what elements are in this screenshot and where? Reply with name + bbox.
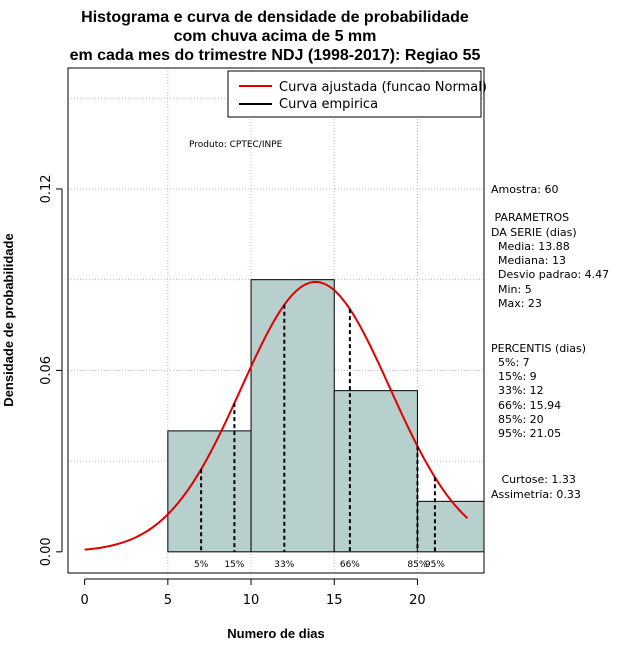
product-annotation: Produto: CPTEC/INPE [189,140,283,150]
chart-title-line-3: em cada mes do trimestre NDJ (1998-2017)… [70,47,481,64]
y-tick-label: 0.06 [39,356,54,385]
legend-box [227,70,482,118]
legend-label-normal: Curva ajustada (funcao Normal) [279,80,487,95]
stats-line-10: 15%: 9 [491,370,537,383]
stats-line-0: Amostra: 60 [491,183,558,196]
stats-line-7: Max: 23 [491,297,542,310]
plot-frame [67,67,485,574]
stats-line-2: DA SERIE (dias) [491,226,577,239]
stats-line-9: 5%: 7 [491,356,530,369]
stats-line-6: Min: 5 [491,283,532,296]
stats-line-11: 33%: 12 [491,384,544,397]
stats-line-3: Media: 13.88 [491,240,570,253]
stats-line-16: Assimetria: 0.33 [491,488,581,501]
histogram-bar-2 [333,390,418,553]
percentile-label-15pct: 15% [224,560,244,570]
y-tick-label: 0.12 [39,174,54,203]
bars-layer [167,279,485,553]
y-axis-label: Densidade de probabilidade [1,233,16,406]
percentile-layer: 5% 15% 33% 66% 85%95% [194,304,445,570]
stats-line-14: 95%: 21.05 [491,427,561,440]
y-tick-label: 0.00 [39,537,54,566]
stats-line-13: 85%: 20 [491,413,544,426]
stats-line-12: 66%: 15.94 [491,399,561,412]
curve-layer [84,280,469,551]
stats-line-8: PERCENTIS (dias) [491,342,586,355]
normal-curve-line [84,280,469,551]
histogram-bar-3 [416,500,485,553]
x-tick-label: 20 [409,593,426,608]
axis-layer: 0 5 10 15 20 0.00 0.06 0.12 [39,174,426,608]
stats-panel: Amostra: 60 PARAMETROS DA SERIE (dias) Me… [491,183,609,501]
x-axis-label: Numero de dias [227,626,325,641]
x-tick-label: 15 [326,593,343,608]
percentile-label-66pct: 66% [340,560,360,570]
x-tick-label: 5 [164,593,172,608]
stats-line-15: Curtose: 1.33 [491,473,576,486]
chart-title-line-2: com chuva acima de 5 mm [174,28,377,45]
x-tick-label: 0 [80,593,88,608]
percentile-label-95pct: 95% [425,560,445,570]
legend: Curva ajustada (funcao Normal) Curva emp… [227,70,487,118]
percentile-label-5pct: 5% [194,560,209,570]
stats-line-4: Mediana: 13 [491,254,566,267]
histogram-bar-0 [167,430,252,553]
chart-title-line-1: Histograma e curva de densidade de proba… [81,9,469,26]
stats-line-5: Desvio padrao: 4.47 [491,268,609,281]
percentile-label-85pct: 85% [407,560,427,570]
legend-label-empirical: Curva empirica [279,97,378,112]
histogram-bar-1 [250,279,335,553]
x-tick-label: 10 [243,593,260,608]
stats-line-1: PARAMETROS [491,211,569,224]
percentile-label-33pct: 33% [274,560,294,570]
